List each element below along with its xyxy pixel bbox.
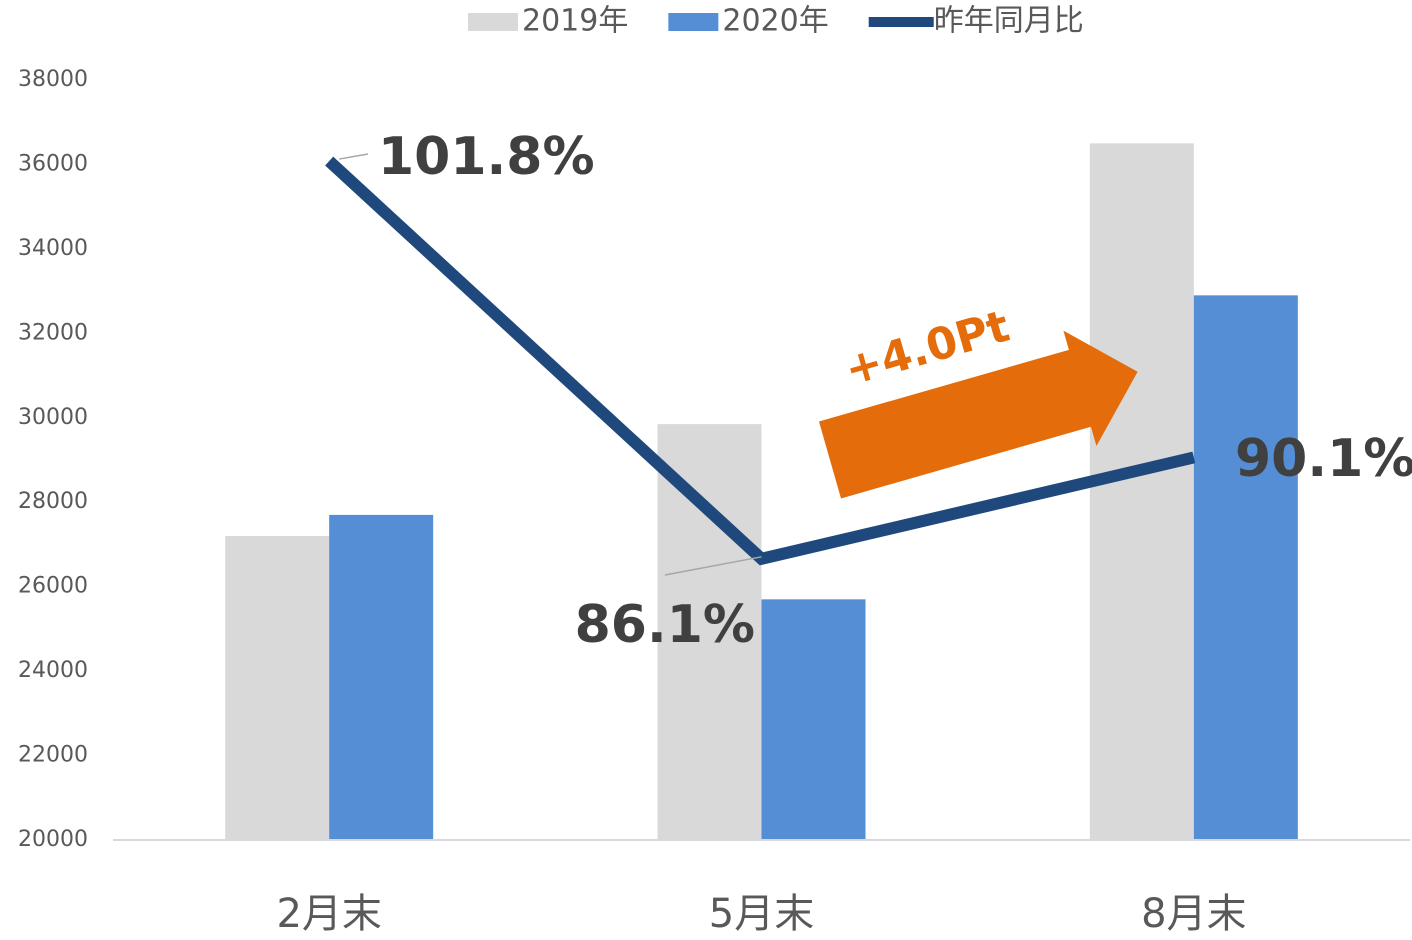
y-tick-label: 32000 xyxy=(18,320,88,345)
legend-swatch xyxy=(468,13,518,31)
data-label: 86.1% xyxy=(575,595,755,655)
leader-line xyxy=(339,153,369,160)
legend-label: 2020年 xyxy=(722,4,828,39)
data-label: 101.8% xyxy=(378,127,595,187)
legend-swatch xyxy=(668,13,719,31)
bar xyxy=(1193,295,1298,840)
bar xyxy=(761,599,866,840)
legend-label: 2019年 xyxy=(522,4,628,39)
leader-line xyxy=(664,556,762,576)
y-tick-label: 36000 xyxy=(18,151,88,176)
bar xyxy=(225,536,330,840)
y-tick-label: 24000 xyxy=(18,658,88,683)
data-label: 90.1% xyxy=(1235,429,1412,489)
bar xyxy=(657,424,762,840)
legend-label: 昨年同月比 xyxy=(934,4,1084,39)
y-tick-label: 22000 xyxy=(18,743,88,768)
x-tick-label: 2月末 xyxy=(276,891,381,937)
y-tick-label: 30000 xyxy=(18,405,88,430)
y-tick-label: 34000 xyxy=(18,236,88,261)
arrow-shape xyxy=(818,330,1138,499)
x-tick-label: 8月末 xyxy=(1141,891,1246,937)
line xyxy=(325,156,1196,566)
y-tick-label: 38000 xyxy=(18,67,88,92)
x-tick-label: 5月末 xyxy=(709,891,814,937)
y-tick-label: 28000 xyxy=(18,489,88,514)
bar xyxy=(329,514,434,840)
bar xyxy=(1089,143,1194,841)
y-tick-label: 26000 xyxy=(18,574,88,599)
y-tick-label: 20000 xyxy=(18,827,88,852)
